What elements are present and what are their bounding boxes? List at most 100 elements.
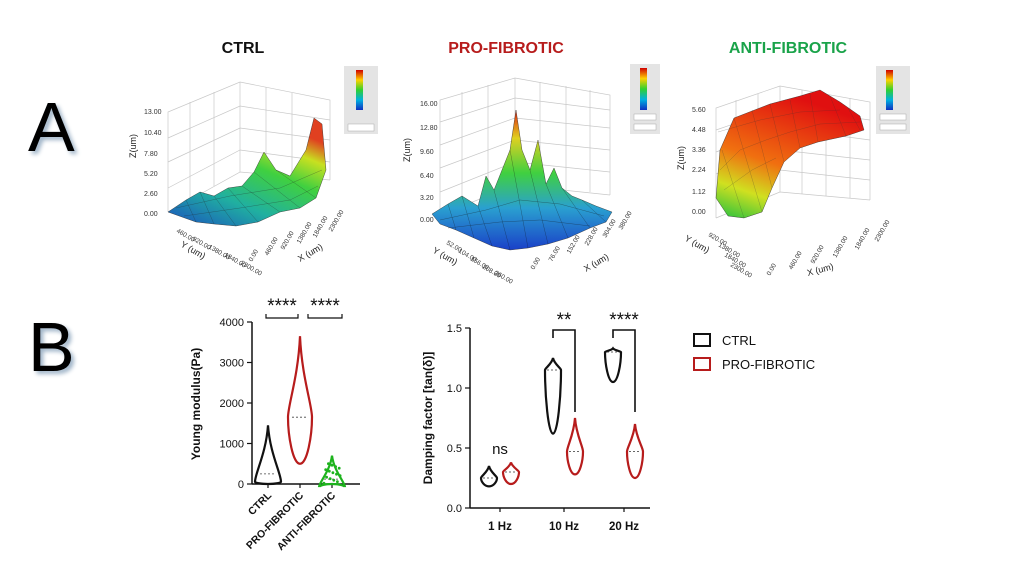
x-tick: 0.00 bbox=[766, 262, 779, 277]
data-point bbox=[336, 480, 339, 484]
significance-label: **** bbox=[609, 310, 639, 331]
y-tick-label: 0.0 bbox=[447, 503, 462, 515]
x-tick-label: PRO-FIBROTIC bbox=[244, 489, 306, 551]
violin bbox=[501, 462, 521, 486]
x-tick: 920.00 bbox=[810, 244, 826, 265]
data-point bbox=[335, 472, 338, 476]
significance-bracket bbox=[307, 314, 343, 319]
x-tick: 460.00 bbox=[264, 236, 280, 257]
y-tick-label: 2000 bbox=[220, 398, 244, 410]
surface-plots: 13.00 10.40 7.80 5.20 2.60 0.00 Z(um) 46… bbox=[128, 64, 910, 286]
violin bbox=[317, 455, 347, 488]
data-point bbox=[332, 478, 336, 482]
x-tick: 1840.00 bbox=[312, 215, 330, 239]
surface-title-pro-fibrotic: PRO-FIBROTIC bbox=[448, 40, 564, 57]
y-axis-label: Young modulus(Pa) bbox=[189, 348, 203, 460]
legend-label-ctrl: CTRL bbox=[722, 333, 756, 348]
z-tick: 2.24 bbox=[692, 167, 706, 174]
data-point bbox=[334, 465, 337, 469]
significance-label: ** bbox=[557, 310, 572, 331]
ctrl-z-ticks: 13.00 10.40 7.80 5.20 2.60 0.00 bbox=[144, 109, 162, 218]
y-tick-label: 4000 bbox=[220, 317, 244, 329]
legend: CTRL PRO-FIBROTIC bbox=[693, 333, 815, 372]
x-tick: 76.00 bbox=[548, 245, 562, 263]
panel-label-a: A bbox=[28, 88, 75, 166]
z-tick: 16.00 bbox=[420, 101, 438, 108]
significance-bracket bbox=[552, 329, 576, 412]
violin bbox=[565, 417, 585, 476]
violin bbox=[253, 425, 283, 486]
significance-bracket bbox=[612, 329, 636, 412]
x-tick: 920.00 bbox=[280, 230, 296, 251]
z-tick: 4.48 bbox=[692, 127, 706, 134]
data-point bbox=[338, 474, 342, 478]
x-tick: 2300.00 bbox=[328, 209, 346, 233]
anti-z-label: Z(um) bbox=[676, 146, 686, 170]
colorbar bbox=[886, 70, 893, 110]
violin bbox=[625, 423, 645, 480]
significance-label: ns bbox=[492, 441, 508, 458]
damping-factor-chart: Damping factor [tan(δ)] 0.0 0.5 1.0 1.5 1 Hz… bbox=[421, 310, 650, 533]
x-tick-label: 20 Hz bbox=[609, 521, 639, 533]
z-tick: 6.40 bbox=[420, 173, 434, 180]
data-point bbox=[327, 462, 330, 466]
x-tick: 460.00 bbox=[788, 250, 804, 271]
x-tick-label: ANTI-FIBROTIC bbox=[275, 489, 339, 553]
violin bbox=[603, 346, 623, 384]
significance-bracket bbox=[265, 314, 299, 319]
z-tick: 5.20 bbox=[144, 171, 158, 178]
z-tick: 3.36 bbox=[692, 147, 706, 154]
z-tick: 2.60 bbox=[144, 191, 158, 198]
y-tick-label: 0.5 bbox=[447, 443, 462, 455]
violin bbox=[543, 357, 563, 435]
x-tick: 2300.00 bbox=[874, 219, 892, 243]
y-tick-label: 1000 bbox=[220, 439, 244, 451]
surface-title-anti-fibrotic: ANTI-FIBROTIC bbox=[728, 40, 848, 57]
surface-plot-anti-fibrotic: 5.60 4.48 3.36 2.24 1.12 0.00 Z(um) 920.… bbox=[676, 66, 910, 280]
z-tick: 10.40 bbox=[144, 130, 162, 137]
data-point bbox=[325, 475, 328, 479]
surface-title-ctrl: CTRL bbox=[221, 40, 265, 57]
x-tick-label: 1 Hz bbox=[488, 521, 512, 533]
y-tick-label: 1.5 bbox=[447, 323, 462, 335]
surface-plot-pro-fibrotic: 16.00 12.80 9.60 6.40 3.20 0.00 Z(um) 52… bbox=[402, 64, 660, 286]
z-tick: 9.60 bbox=[420, 149, 434, 156]
z-tick: 0.00 bbox=[420, 217, 434, 224]
legend-label-pro-fibrotic: PRO-FIBROTIC bbox=[722, 357, 815, 372]
y-tick-label: 1.0 bbox=[447, 383, 462, 395]
x-tick: 1380.00 bbox=[296, 221, 314, 245]
data-point bbox=[331, 471, 335, 475]
data-point bbox=[330, 463, 334, 467]
z-tick: 5.60 bbox=[692, 107, 706, 114]
z-tick: 0.00 bbox=[692, 209, 706, 216]
colorbar bbox=[356, 70, 363, 110]
y-axis-label: Damping factor [tan(δ)] bbox=[421, 352, 435, 485]
surface-plot-ctrl: 13.00 10.40 7.80 5.20 2.60 0.00 Z(um) 46… bbox=[128, 66, 378, 278]
z-tick: 1.12 bbox=[692, 189, 706, 196]
x-tick: 1840.00 bbox=[854, 227, 872, 251]
x-tick: 380.00 bbox=[618, 210, 634, 231]
z-tick: 7.80 bbox=[144, 151, 158, 158]
x-tick: 0.00 bbox=[530, 256, 543, 271]
z-tick: 12.80 bbox=[420, 125, 438, 132]
z-tick: 3.20 bbox=[420, 195, 434, 202]
legend-swatch-ctrl bbox=[693, 333, 711, 347]
x-tick: 0.00 bbox=[248, 248, 261, 263]
violin bbox=[286, 336, 314, 465]
data-point bbox=[322, 481, 326, 485]
panel-label-b: B bbox=[28, 308, 75, 386]
anti-x-label: X (um) bbox=[806, 261, 835, 278]
ctrl-z-label: Z(um) bbox=[128, 134, 138, 158]
x-tick-label: CTRL bbox=[246, 489, 275, 518]
pro-z-label: Z(um) bbox=[402, 138, 412, 162]
legend-swatch-pro-fibrotic bbox=[693, 357, 711, 371]
data-point bbox=[324, 468, 328, 472]
y-tick-label: 0 bbox=[238, 479, 244, 491]
pro-x-label: X (um) bbox=[582, 252, 610, 274]
x-tick: 1380.00 bbox=[832, 235, 850, 259]
z-tick: 0.00 bbox=[144, 211, 158, 218]
y-tick-label: 3000 bbox=[220, 358, 244, 370]
data-point bbox=[327, 469, 331, 473]
young-modulus-chart: Young modulus(Pa) 0 1000 2000 3000 4000 CTRLP… bbox=[189, 296, 360, 553]
x-tick-label: 10 Hz bbox=[549, 521, 579, 533]
